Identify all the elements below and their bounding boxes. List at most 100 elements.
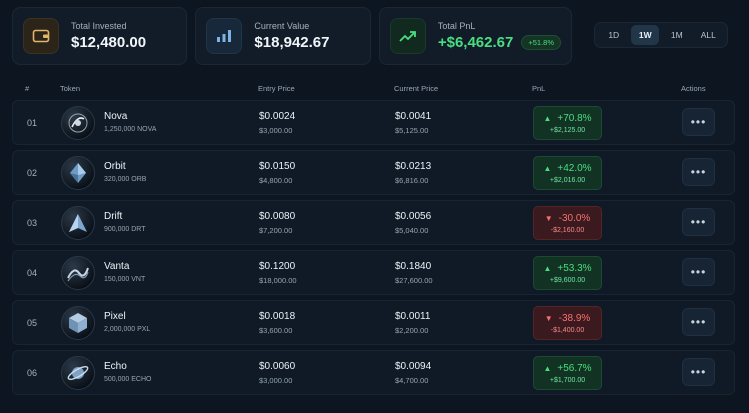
wallet-icon xyxy=(23,18,59,54)
token-name: Nova xyxy=(104,111,128,122)
pnl-value: +$1,700.00 xyxy=(549,376,586,384)
pnl-badge: ▲ +56.7% +$1,700.00 xyxy=(533,356,602,390)
more-icon: ••• xyxy=(690,265,707,279)
row-index: 05 xyxy=(27,318,38,328)
header-index: # xyxy=(25,84,30,93)
token-amount: 500,000 ECHO xyxy=(104,376,152,383)
arrow-down-icon: ▼ xyxy=(544,313,553,323)
token-name: Orbit xyxy=(104,161,126,172)
token-amount: 150,000 VNT xyxy=(104,276,146,283)
token-name: Drift xyxy=(104,211,123,222)
header-actions: Actions xyxy=(681,84,706,93)
arrow-down-icon: ▼ xyxy=(544,213,553,223)
token-amount: 900,000 DRT xyxy=(104,226,146,233)
header-entry-price: Entry Price xyxy=(258,84,295,93)
current-total: $4,700.00 xyxy=(395,376,429,385)
table-header: # Token Entry Price Current Price PnL Ac… xyxy=(0,82,749,96)
current-price: $0.0094 xyxy=(395,361,432,372)
pnl-badge: ▲ +53.3% +$9,600.00 xyxy=(533,256,602,290)
period-selector: 1D 1W 1M ALL xyxy=(594,22,728,48)
table-row[interactable]: 02 Orbit 320,000 ORB $0.0150 $4,800.00 $… xyxy=(12,150,735,195)
pnl-badge: ▲ +42.0% +$2,016.00 xyxy=(533,156,602,190)
row-actions-button[interactable]: ••• xyxy=(682,258,715,286)
entry-total: $18,000.00 xyxy=(259,276,297,285)
row-actions-button[interactable]: ••• xyxy=(682,158,715,186)
current-total: $5,125.00 xyxy=(395,126,429,135)
row-actions-button[interactable]: ••• xyxy=(682,358,715,386)
current-total: $27,600.00 xyxy=(395,276,433,285)
more-icon: ••• xyxy=(690,315,707,329)
arrow-up-icon: ▲ xyxy=(543,363,552,373)
token-name: Vanta xyxy=(104,261,130,272)
nova-orb-icon xyxy=(61,106,95,140)
stat-label: Total Invested xyxy=(71,21,127,31)
stat-total-invested: Total Invested $12,480.00 xyxy=(12,7,188,65)
row-actions-button[interactable]: ••• xyxy=(682,108,715,136)
stat-value: +$6,462.67 xyxy=(437,34,514,51)
arrow-up-icon: ▲ xyxy=(543,163,552,173)
stat-value: $12,480.00 xyxy=(71,34,147,51)
wave-icon xyxy=(61,256,95,290)
row-index: 04 xyxy=(27,268,38,278)
arrowhead-icon xyxy=(61,206,95,240)
arrow-up-icon: ▲ xyxy=(543,263,552,273)
pnl-percent: +56.7% xyxy=(557,362,592,374)
entry-total: $3,600.00 xyxy=(259,326,293,335)
row-actions-button[interactable]: ••• xyxy=(682,308,715,336)
stat-label: Current Value xyxy=(254,21,310,31)
diamond-icon xyxy=(61,156,95,190)
row-index: 02 xyxy=(27,168,38,178)
stat-value: $18,942.67 xyxy=(254,34,330,51)
pnl-percent: +70.8% xyxy=(557,112,592,124)
current-total: $2,200.00 xyxy=(395,326,429,335)
cube-icon xyxy=(61,306,95,340)
token-name: Echo xyxy=(104,361,127,372)
bar-chart-icon xyxy=(206,18,243,54)
entry-price: $0.0080 xyxy=(259,211,296,222)
row-index: 06 xyxy=(27,368,38,378)
row-index: 03 xyxy=(27,218,38,228)
table-row[interactable]: 01 Nova 1,250,000 NOVA $0.0024 $3,000.00… xyxy=(12,100,735,145)
pnl-value: -$1,400.00 xyxy=(550,326,585,334)
token-amount: 320,000 ORB xyxy=(104,176,147,183)
token-name: Pixel xyxy=(104,311,126,322)
trend-up-icon xyxy=(389,18,426,54)
period-all[interactable]: ALL xyxy=(700,30,716,40)
entry-total: $3,000.00 xyxy=(259,376,293,385)
more-icon: ••• xyxy=(690,165,707,179)
current-price: $0.1840 xyxy=(395,261,432,272)
more-icon: ••• xyxy=(690,215,707,229)
table-row[interactable]: 04 Vanta 150,000 VNT $0.1200 $18,000.00 … xyxy=(12,250,735,295)
table-row[interactable]: 05 Pixel 2,000,000 PXL $0.0018 $3,600.00… xyxy=(12,300,735,345)
header-current-price: Current Price xyxy=(394,84,439,93)
period-1d[interactable]: 1D xyxy=(608,30,620,40)
pnl-percent: -38.9% xyxy=(558,312,591,324)
row-actions-button[interactable]: ••• xyxy=(682,208,715,236)
entry-price: $0.1200 xyxy=(259,261,296,272)
arrow-up-icon: ▲ xyxy=(543,113,552,123)
period-1w[interactable]: 1W xyxy=(631,25,660,45)
current-price: $0.0011 xyxy=(395,311,431,322)
current-price: $0.0056 xyxy=(395,211,432,222)
token-amount: 1,250,000 NOVA xyxy=(104,126,157,133)
table-row[interactable]: 06 Echo 500,000 ECHO $0.0060 $3,000.00 $… xyxy=(12,350,735,395)
entry-total: $7,200.00 xyxy=(259,226,293,235)
pnl-badge: ▲ +70.8% +$2,125.00 xyxy=(533,106,602,140)
entry-price: $0.0018 xyxy=(259,311,296,322)
current-total: $6,816.00 xyxy=(395,176,429,185)
header-token: Token xyxy=(60,84,81,93)
entry-price: $0.0060 xyxy=(259,361,296,372)
pnl-percent: +53.3% xyxy=(557,262,592,274)
stats-bar: Total Invested $12,480.00 Current Value … xyxy=(12,7,572,65)
period-1m[interactable]: 1M xyxy=(670,30,683,40)
pnl-value: -$2,160.00 xyxy=(550,226,585,234)
token-table: 01 Nova 1,250,000 NOVA $0.0024 $3,000.00… xyxy=(12,100,735,400)
table-row[interactable]: 03 Drift 900,000 DRT $0.0080 $7,200.00 $… xyxy=(12,200,735,245)
header-pnl: PnL xyxy=(532,84,546,93)
pnl-badge: ▼ -30.0% -$2,160.00 xyxy=(533,206,602,240)
pnl-value: +$2,125.00 xyxy=(549,126,586,134)
pnl-badge: ▼ -38.9% -$1,400.00 xyxy=(533,306,602,340)
pnl-value: +$2,016.00 xyxy=(549,176,586,184)
entry-price: $0.0024 xyxy=(259,111,296,122)
planet-icon xyxy=(61,356,95,390)
